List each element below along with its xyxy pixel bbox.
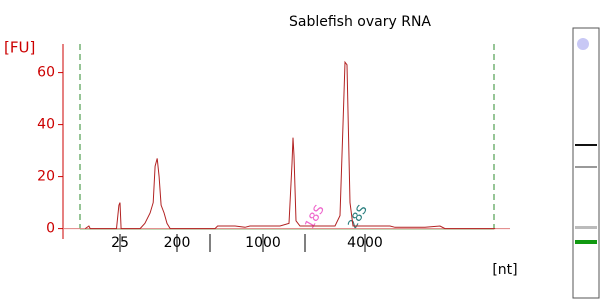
gel-band (575, 226, 597, 229)
y-tick-label: 20 (37, 169, 55, 185)
y-axis-label: [FU] (4, 39, 35, 57)
gel-marker-spot (577, 38, 589, 50)
x-axis-label: [nt] (492, 262, 517, 278)
chart-title: Sablefish ovary RNA (289, 14, 431, 30)
gel-band (575, 240, 597, 244)
gel-band (575, 144, 597, 146)
x-tick-label: 200 (164, 235, 191, 251)
chart: Sablefish ovary RNA [FU] [nt] 18S 28S 0 2… (0, 0, 609, 305)
annotation-28s: 28S (346, 203, 371, 232)
y-tick-label: 40 (37, 117, 55, 133)
gel-band (575, 166, 597, 168)
x-tick-label: 25 (111, 235, 129, 251)
y-tick-label: 0 (46, 221, 55, 237)
gel-frame (573, 28, 599, 298)
gel-lane (573, 28, 599, 298)
page: {"chart_data": {"type": "line", "title":… (0, 0, 609, 305)
y-tick-label: 60 (37, 65, 55, 81)
x-tick-label: 1000 (245, 235, 281, 251)
trace-line (85, 62, 495, 228)
x-tick-label: 4000 (347, 235, 383, 251)
annotation-18s: 18S (303, 203, 328, 232)
